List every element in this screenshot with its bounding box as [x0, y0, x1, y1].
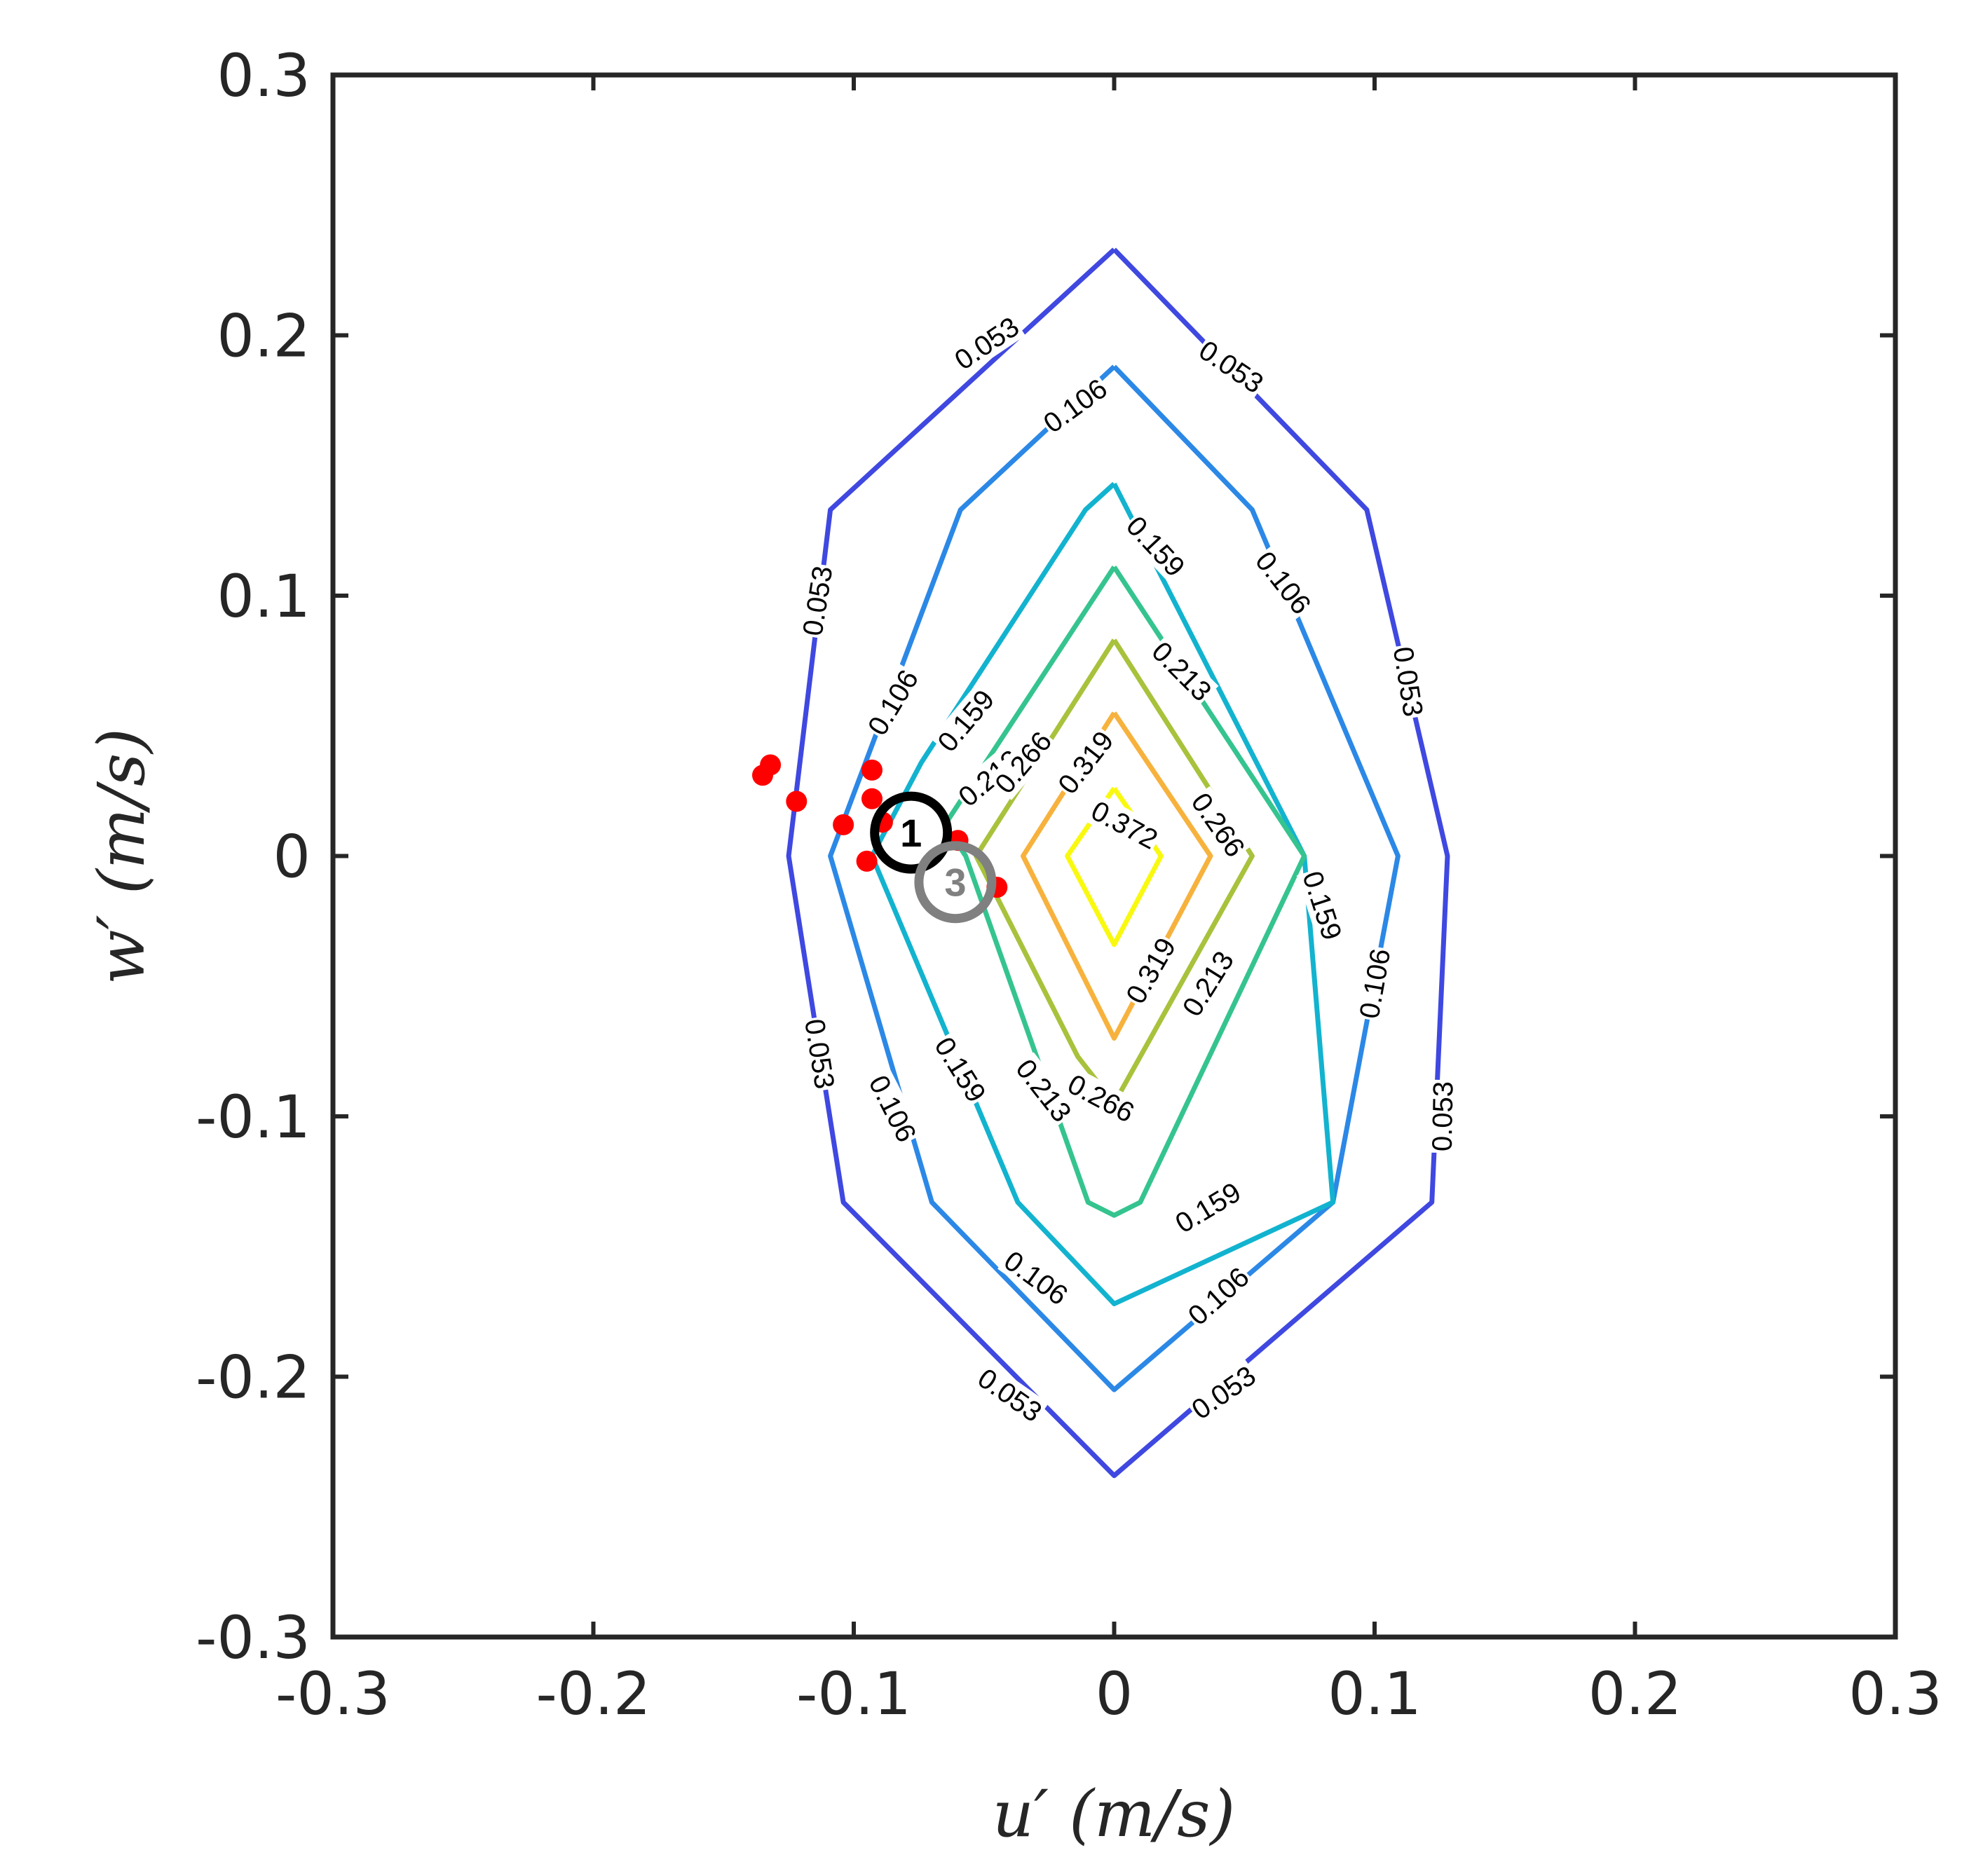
- contour-label-text: 0.106: [998, 1245, 1073, 1311]
- contour-label-text: 0.106: [1354, 947, 1397, 1021]
- x-tick-label-6: 0.3: [1848, 1659, 1942, 1728]
- scatter-point-5: [861, 759, 883, 781]
- contour-label-12: 0.106: [1353, 945, 1396, 1022]
- contour-label-text: 0.266: [1185, 788, 1251, 863]
- y-tick-label-5: 0.2: [217, 302, 311, 371]
- contour-label-9: 0.106: [1036, 371, 1114, 440]
- contour-label-text: 0.053: [798, 1017, 840, 1091]
- scatter-point-3: [786, 790, 808, 812]
- tick-labels: -0.3 -0.2 -0.1 0 0.1 0.2 0.3 -0.3 -0.2 -0.1 0 0.1 0.…: [196, 41, 1942, 1728]
- scatter-point-6: [861, 788, 883, 809]
- y-tick-label-0: -0.3: [196, 1603, 311, 1672]
- axis-ticks: [331, 73, 1897, 1639]
- marker-label-3: 3: [944, 861, 966, 905]
- contour-label-5: 0.053: [798, 1015, 841, 1093]
- contour-label-4: 0.053: [1387, 643, 1430, 720]
- y-tick-label-2: -0.1: [196, 1083, 311, 1151]
- contour-label-19: 0.159: [928, 1030, 993, 1109]
- y-tick-label-4: 0.1: [217, 562, 311, 631]
- y-tick-label-1: -0.2: [196, 1343, 311, 1412]
- contour-label-11: 0.106: [861, 663, 925, 742]
- x-tick-label-1: -0.2: [536, 1659, 651, 1728]
- scatter-point-4: [833, 814, 854, 835]
- highlight-markers: 13: [870, 791, 997, 924]
- marker-ring-1: [870, 791, 953, 874]
- contour-label-13: 0.106: [862, 1069, 923, 1149]
- y-axis-label: w′ (m/s): [84, 728, 159, 985]
- y-tick-label-6: 0.3: [217, 41, 311, 110]
- contour-label-8: 0.053: [1185, 1358, 1262, 1426]
- x-tick-label-3: 0: [1096, 1659, 1133, 1728]
- contour-label-text: 0.106: [1249, 546, 1316, 620]
- contour-label-26: 0.266: [1185, 786, 1252, 864]
- marker-1: 1: [870, 791, 953, 874]
- contour-label-text: 0.053: [797, 564, 838, 638]
- contour-label-text: 0.106: [1038, 373, 1113, 439]
- contour-label-20: 0.159: [1168, 1175, 1248, 1240]
- contour-label-text: 0.319: [1052, 725, 1119, 800]
- x-tick-label-2: -0.1: [796, 1659, 911, 1728]
- contour-label-text: 0.159: [928, 1032, 991, 1108]
- contour-label-3: 0.053: [796, 562, 839, 640]
- contour-label-text: 0.106: [862, 665, 925, 741]
- contour-line-0.319: [1021, 711, 1213, 1041]
- contour-label-18: 0.159: [1296, 865, 1349, 945]
- plot-frame: [330, 72, 1898, 1640]
- marker-label-1: 1: [900, 811, 922, 855]
- contour-label-text: 0.053: [1427, 1081, 1459, 1152]
- marker-ring-3: [914, 841, 997, 924]
- contour-line-0.159: [869, 481, 1336, 1306]
- marker-3: 3: [914, 841, 997, 924]
- contour-label-6: 0.053: [1426, 1079, 1459, 1153]
- contour-label-text: 0.159: [1296, 868, 1347, 944]
- contour-label-10: 0.106: [1248, 544, 1319, 621]
- contour-label-28: 0.319: [1051, 724, 1120, 801]
- scatter-point-7: [856, 850, 878, 872]
- contour-label-text: 0.053: [1186, 1360, 1261, 1425]
- contour-label-text: 0.053: [1387, 645, 1429, 719]
- x-tick-label-0: -0.3: [275, 1659, 390, 1728]
- contour-label-text: 0.106: [862, 1071, 922, 1147]
- scatter-point-2: [760, 754, 782, 776]
- x-axis-label: u′ (m/s): [993, 1776, 1236, 1851]
- x-tick-label-5: 0.2: [1588, 1659, 1682, 1728]
- contour-label-text: 0.159: [1170, 1177, 1246, 1239]
- y-tick-label-3: 0: [273, 823, 311, 891]
- contour-line-0.106: [828, 364, 1401, 1392]
- x-tick-label-4: 0.1: [1328, 1659, 1422, 1728]
- contour-label-2: 0.053: [1192, 333, 1271, 400]
- contour-label-text: 0.053: [1193, 335, 1269, 399]
